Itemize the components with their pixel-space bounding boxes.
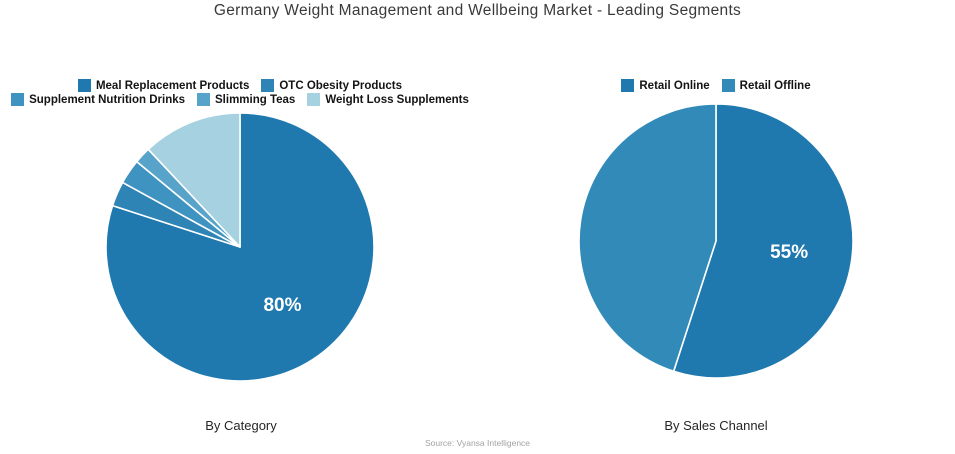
legend-label: Retail Offline [739,79,811,92]
pie-slice[interactable] [147,112,241,248]
source-attribution: Source: Vyansa Intelligence [424,438,531,448]
legend-item[interactable]: Weight Loss Supplements [307,93,469,106]
slice-value-label: 55% [770,242,808,263]
legend-item[interactable]: Meal Replacement Products [77,79,250,92]
legend-item[interactable]: Slimming Teas [197,93,295,106]
slice-value-label: 80% [263,295,301,316]
legend-label: Weight Loss Supplements [325,93,469,106]
legend-label: OTC Obesity Products [279,79,403,92]
chart-caption-by-sales-channel: By Sales Channel [664,418,768,433]
legend-label: Meal Replacement Products [95,79,250,92]
legend-label: Supplement Nutrition Drinks [29,93,186,106]
pie-slice[interactable] [578,103,717,373]
chart-caption-by-category: By Category [205,418,277,433]
legend: Meal Replacement Products OTC Obesity Pro… [0,79,495,106]
pie: 80% [105,112,375,382]
legend-swatch-icon [621,79,635,92]
legend-item[interactable]: Retail Online [621,79,710,92]
pie-slice[interactable] [672,103,854,379]
legend-row: Retail Online Retail Offline [621,79,811,92]
legend-row: Meal Replacement Products OTC Obesity Pro… [77,79,402,92]
legend-row: Supplement Nutrition Drinks Slimming Teas… [11,93,469,106]
legend-swatch-icon [307,93,321,106]
legend-swatch-icon [11,93,25,106]
legend-swatch-icon [721,79,735,92]
legend-swatch-icon [261,79,275,92]
legend-swatch-icon [197,93,211,106]
legend-item[interactable]: Supplement Nutrition Drinks [11,93,185,106]
pie: 55% [578,103,854,379]
legend-item[interactable]: Retail Offline [721,79,811,92]
legend-label: Retail Online [639,79,710,92]
legend-swatch-icon [77,79,91,92]
page-title: Germany Weight Management and Wellbeing … [213,2,742,19]
legend: Retail Online Retail Offline [556,79,876,92]
legend-item[interactable]: OTC Obesity Products [261,79,402,92]
legend-label: Slimming Teas [215,93,296,106]
